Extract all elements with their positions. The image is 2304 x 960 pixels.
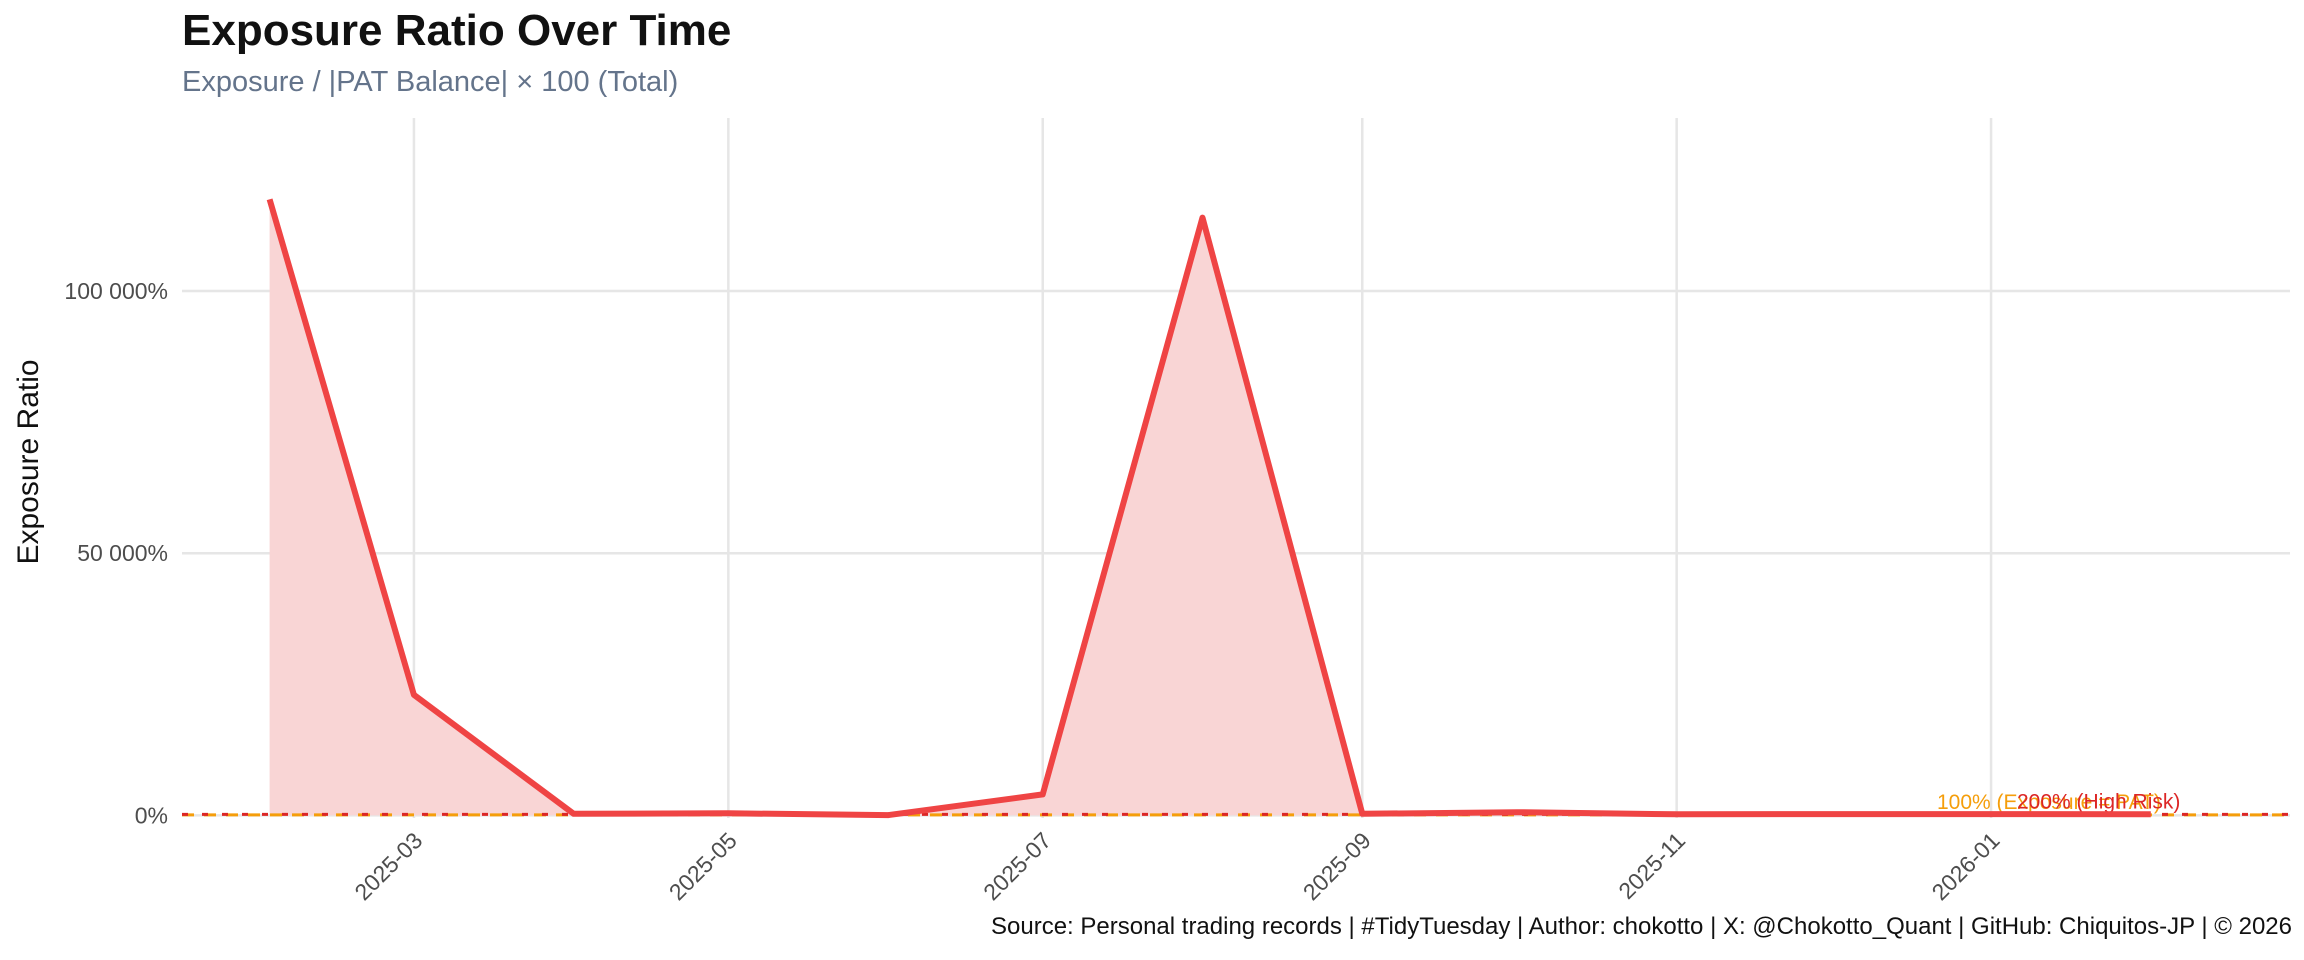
- area-layer: [269, 199, 2151, 816]
- data-point: [267, 196, 273, 202]
- x-tick-label: 2025-07: [978, 827, 1056, 905]
- chart-caption: Source: Personal trading records | #Tidy…: [991, 913, 2292, 940]
- data-point: [2148, 811, 2154, 817]
- y-tick-label: 50 000%: [77, 540, 168, 566]
- chart-title: Exposure Ratio Over Time: [182, 6, 732, 55]
- data-point: [411, 692, 417, 698]
- data-point: [725, 810, 731, 816]
- y-axis-ticks: 0% 50 000% 100 000%: [64, 278, 168, 828]
- data-point: [571, 811, 577, 817]
- x-tick-label: 2025-09: [1298, 827, 1376, 905]
- exposure-line: [266, 198, 2151, 819]
- data-point: [1514, 809, 1520, 815]
- data-point: [885, 812, 891, 818]
- line-layer: [266, 196, 2154, 819]
- reference-label: 200% (High Risk): [2017, 790, 2180, 813]
- data-point: [1040, 791, 1046, 797]
- data-point: [1988, 811, 1994, 817]
- y-tick-label: 100 000%: [64, 278, 168, 304]
- x-axis-ticks: 2025-03 2025-05 2025-07 2025-09 2025-11 2026-…: [349, 827, 2004, 905]
- reference-label: 100% (Exposure = PAT): [1937, 791, 2161, 814]
- y-axis-label: Exposure Ratio: [12, 359, 45, 564]
- x-tick-label: 2026-01: [1927, 827, 2005, 905]
- x-tick-label: 2025-11: [1613, 827, 1690, 904]
- data-point: [1674, 811, 1680, 817]
- x-tick-label: 2025-05: [664, 827, 742, 905]
- reference-lines: 100% (Exposure = PAT)200% (High Risk): [182, 790, 2290, 817]
- data-point: [1828, 811, 1834, 817]
- exposure-area: [269, 199, 2151, 816]
- y-tick-label: 0%: [135, 802, 168, 828]
- chart-subtitle: Exposure / |PAT Balance| × 100 (Total): [182, 66, 679, 98]
- data-point: [1359, 811, 1365, 817]
- data-point: [1199, 215, 1205, 221]
- x-tick-label: 2025-03: [349, 827, 427, 905]
